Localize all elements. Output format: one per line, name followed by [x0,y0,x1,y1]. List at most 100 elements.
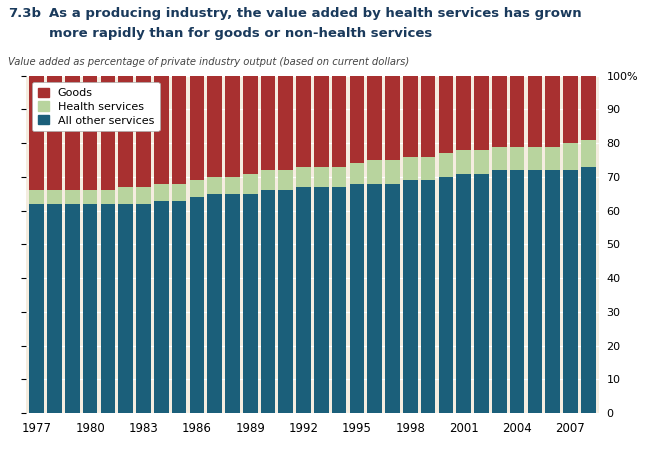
Bar [474,174,489,413]
Bar [279,170,293,190]
Bar [474,150,489,174]
Bar [65,190,79,204]
Bar [29,204,44,413]
Bar [207,194,222,413]
Bar [527,76,542,146]
Bar [385,184,400,413]
Bar [546,146,560,170]
Bar [546,170,560,413]
Bar [456,150,471,174]
Bar [207,177,222,194]
Bar [527,146,542,170]
Bar [474,76,489,150]
Bar [510,76,524,146]
Bar [385,160,400,184]
Bar [314,76,329,167]
Bar [296,76,311,167]
Bar [350,76,365,163]
Bar [172,184,186,201]
Bar [510,170,524,413]
Bar [439,153,453,177]
Bar [48,76,62,190]
Bar [492,170,506,413]
Bar [260,76,275,170]
Bar [83,190,98,204]
Bar [83,76,98,190]
Bar [439,76,453,153]
Bar [279,76,293,170]
Bar [101,204,115,413]
Bar [332,76,346,167]
Bar [29,76,44,190]
Text: 7.3b: 7.3b [8,7,41,20]
Bar [421,76,436,157]
Bar [563,170,577,413]
Bar [314,167,329,187]
Legend: Goods, Health services, All other services: Goods, Health services, All other servic… [32,82,159,131]
Bar [581,140,596,167]
Bar [456,174,471,413]
Bar [118,187,133,204]
Bar [403,76,418,157]
Bar [136,76,151,187]
Bar [154,201,169,413]
Bar [154,76,169,184]
Bar [83,204,98,413]
Bar [118,204,133,413]
Text: Value added as percentage of private industry output (based on current dollars): Value added as percentage of private ind… [8,57,409,67]
Bar [172,76,186,184]
Bar [332,187,346,413]
Bar [350,163,365,184]
Bar [243,174,258,194]
Bar [510,146,524,170]
Bar [439,177,453,413]
Bar [367,184,382,413]
Bar [421,157,436,180]
Bar [492,146,506,170]
Bar [527,170,542,413]
Bar [243,194,258,413]
Bar [154,184,169,201]
Bar [207,76,222,177]
Bar [367,76,382,160]
Bar [403,157,418,180]
Bar [403,180,418,413]
Bar [118,76,133,187]
Bar [189,76,204,180]
Bar [101,76,115,190]
Bar [279,190,293,413]
Text: As a producing industry, the value added by health services has grown: As a producing industry, the value added… [49,7,581,20]
Bar [225,76,240,177]
Bar [225,194,240,413]
Bar [581,167,596,413]
Bar [421,180,436,413]
Bar [136,204,151,413]
Bar [136,187,151,204]
Bar [456,76,471,150]
Bar [172,201,186,413]
Bar [189,180,204,197]
Bar [65,76,79,190]
Bar [563,76,577,143]
Bar [332,167,346,187]
Bar [314,187,329,413]
Bar [101,190,115,204]
Bar [29,190,44,204]
Bar [65,204,79,413]
Bar [546,76,560,146]
Bar [563,143,577,170]
Bar [296,187,311,413]
Bar [48,190,62,204]
Bar [225,177,240,194]
Bar [581,76,596,140]
Bar [296,167,311,187]
Bar [243,76,258,174]
Bar [260,190,275,413]
Bar [260,170,275,190]
Text: more rapidly than for goods or non-health services: more rapidly than for goods or non-healt… [49,27,432,39]
Bar [48,204,62,413]
Bar [492,76,506,146]
Bar [385,76,400,160]
Bar [189,197,204,413]
Bar [350,184,365,413]
